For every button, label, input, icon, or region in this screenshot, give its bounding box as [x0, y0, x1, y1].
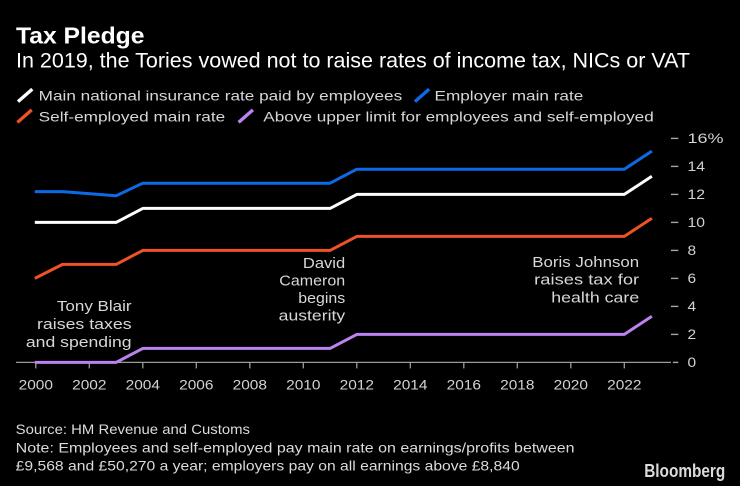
svg-text:raises taxes: raises taxes: [37, 316, 132, 333]
svg-text:2006: 2006: [179, 377, 214, 393]
svg-text:2008: 2008: [233, 377, 268, 393]
svg-text:In 2019, the Tories vowed not: In 2019, the Tories vowed not to raise r…: [16, 50, 690, 73]
svg-text:2004: 2004: [126, 377, 161, 393]
svg-text:raises tax for: raises tax for: [534, 272, 639, 289]
svg-text:2000: 2000: [19, 377, 54, 393]
svg-text:Boris Johnson: Boris Johnson: [532, 254, 639, 271]
svg-text:Source: HM Revenue and Customs: Source: HM Revenue and Customs: [16, 421, 250, 437]
svg-text:2022: 2022: [607, 377, 642, 393]
svg-text:Self-employed main rate: Self-employed main rate: [39, 108, 226, 124]
svg-text:2020: 2020: [554, 377, 589, 393]
svg-text:2002: 2002: [72, 377, 107, 393]
svg-text:austerity: austerity: [279, 308, 346, 325]
svg-text:10: 10: [688, 214, 706, 230]
svg-text:12: 12: [688, 186, 706, 202]
svg-text:£9,568 and £50,270 a year; emp: £9,568 and £50,270 a year; employers pay…: [16, 458, 520, 474]
svg-text:health care: health care: [551, 289, 639, 306]
svg-text:Employer main rate: Employer main rate: [435, 88, 584, 104]
svg-text:Tax Pledge: Tax Pledge: [16, 22, 145, 48]
svg-text:Above upper limit for employee: Above upper limit for employees and self…: [263, 108, 654, 124]
svg-text:2016: 2016: [447, 377, 482, 393]
svg-text:2018: 2018: [500, 377, 535, 393]
svg-text:8: 8: [688, 242, 697, 258]
svg-text:begins: begins: [298, 290, 345, 307]
svg-text:Main national insurance rate p: Main national insurance rate paid by emp…: [39, 88, 403, 104]
svg-text:2: 2: [688, 326, 697, 342]
svg-text:14: 14: [688, 158, 706, 174]
svg-text:and spending: and spending: [26, 334, 132, 351]
svg-text:Cameron: Cameron: [279, 273, 345, 290]
svg-text:2012: 2012: [340, 377, 375, 393]
svg-text:David: David: [303, 255, 345, 272]
svg-text:Bloomberg: Bloomberg: [644, 461, 725, 481]
svg-text:0: 0: [688, 354, 697, 370]
svg-text:6: 6: [688, 270, 697, 286]
svg-text:4: 4: [688, 298, 697, 314]
svg-text:16%: 16%: [688, 130, 724, 146]
svg-text:2010: 2010: [286, 377, 321, 393]
svg-text:Tony Blair: Tony Blair: [57, 298, 132, 315]
svg-text:Note: Employees and self-emplo: Note: Employees and self-employed pay ma…: [16, 439, 575, 455]
svg-text:2014: 2014: [393, 377, 428, 393]
